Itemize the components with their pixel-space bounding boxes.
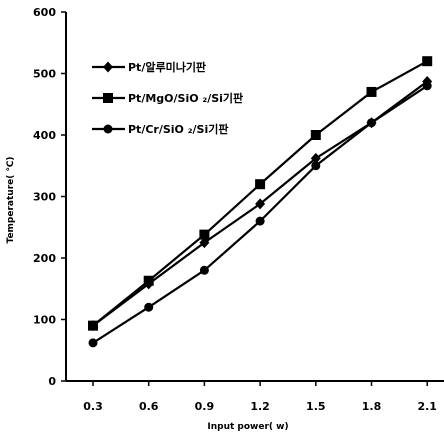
legend-label: Pt/MgO/SiO ₂/Si기판 bbox=[128, 91, 243, 105]
data-point bbox=[199, 237, 210, 249]
legend-item: Pt/Cr/SiO ₂/Si기판 bbox=[92, 122, 229, 136]
y-tick-label: 100 bbox=[33, 314, 56, 327]
y-tick-label: 600 bbox=[33, 6, 56, 19]
series-3 bbox=[88, 81, 432, 348]
x-axis-title: Input power( w) bbox=[207, 422, 288, 432]
data-point bbox=[367, 118, 376, 128]
x-tick-label: 0.3 bbox=[83, 400, 103, 413]
y-tick-label: 400 bbox=[33, 129, 56, 142]
x-tick-label: 0.6 bbox=[139, 400, 159, 413]
y-tick-label: 0 bbox=[48, 375, 56, 388]
legend-item: Pt/MgO/SiO ₂/Si기판 bbox=[92, 91, 243, 105]
x-tick-label: 1.2 bbox=[250, 400, 270, 413]
x-tick-label: 1.8 bbox=[362, 400, 382, 413]
y-tick-label: 500 bbox=[33, 68, 56, 81]
data-point bbox=[88, 320, 98, 331]
x-tick-label: 1.5 bbox=[306, 400, 326, 413]
x-tick-label: 2.1 bbox=[417, 400, 437, 413]
data-point bbox=[255, 179, 266, 190]
legend-marker bbox=[103, 61, 113, 73]
data-point bbox=[199, 229, 210, 240]
data-point bbox=[422, 56, 433, 67]
data-point bbox=[255, 216, 265, 226]
legend-marker bbox=[103, 93, 113, 103]
data-point bbox=[255, 198, 266, 210]
data-point bbox=[311, 161, 321, 171]
y-tick-label: 300 bbox=[33, 191, 56, 204]
data-point bbox=[88, 338, 98, 348]
y-axis-title: Temperature( ℃) bbox=[6, 157, 16, 244]
y-axis: 0 100 200 300 400 500 600 bbox=[33, 6, 66, 388]
data-point bbox=[199, 265, 209, 275]
data-point bbox=[144, 302, 154, 312]
legend-item: Pt/알루미나기판 bbox=[92, 60, 206, 74]
x-tick-label: 0.9 bbox=[195, 400, 215, 413]
data-point bbox=[366, 86, 377, 97]
data-point bbox=[143, 275, 154, 286]
legend-label: Pt/알루미나기판 bbox=[128, 60, 206, 74]
legend: Pt/알루미나기판 Pt/MgO/SiO ₂/Si기판 Pt/Cr/SiO ₂/Si… bbox=[92, 60, 243, 136]
data-point bbox=[422, 81, 432, 91]
series-2 bbox=[88, 56, 433, 331]
series-layer bbox=[88, 56, 433, 348]
data-point bbox=[310, 152, 321, 164]
legend-marker bbox=[103, 124, 113, 134]
series-1 bbox=[88, 75, 433, 332]
data-point bbox=[310, 130, 321, 140]
legend-label: Pt/Cr/SiO ₂/Si기판 bbox=[128, 122, 229, 136]
y-tick-label: 200 bbox=[33, 252, 56, 265]
x-axis: 0.3 0.6 0.9 1.2 1.5 1.8 2.1 bbox=[83, 381, 437, 413]
